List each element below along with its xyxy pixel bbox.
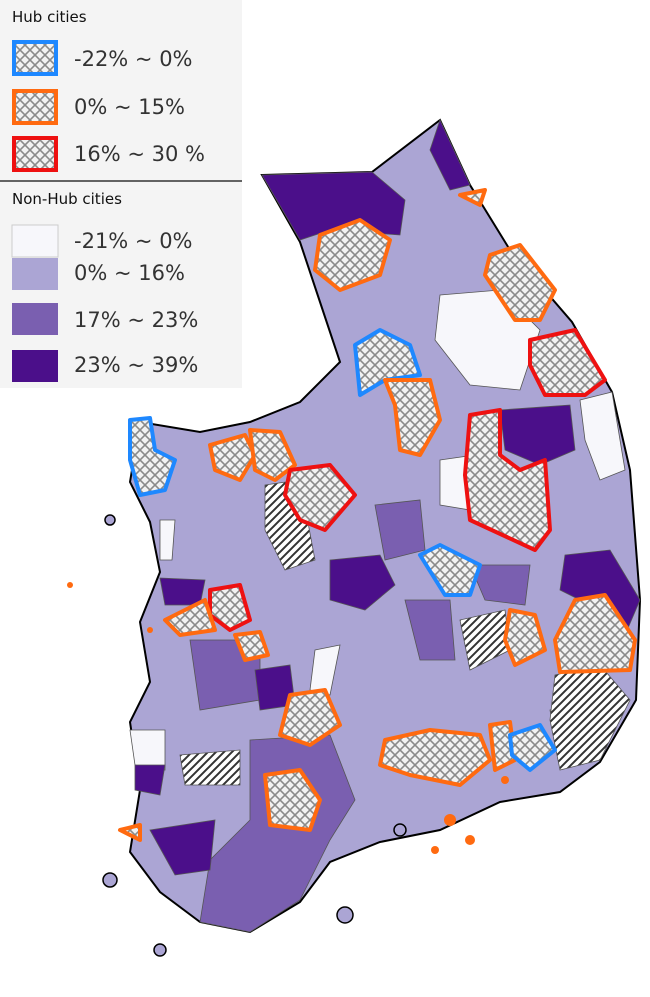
- island: [104, 514, 116, 526]
- hub-city: [278, 688, 342, 747]
- island: [501, 776, 509, 784]
- island: [444, 814, 456, 826]
- island: [393, 823, 407, 837]
- hub-city: [353, 328, 422, 397]
- island: [336, 906, 354, 924]
- legend-swatch: [12, 303, 58, 335]
- legend-label: -21% ~ 0%: [74, 229, 193, 253]
- hub-city: [418, 543, 482, 597]
- hub-city: [248, 428, 297, 482]
- region-mid: [199, 734, 356, 933]
- hub-cities: [118, 188, 637, 842]
- region-dark: [429, 118, 471, 191]
- hub-city: [528, 328, 607, 397]
- hatched-region: [179, 749, 241, 786]
- hub-city: [483, 243, 557, 322]
- hub-city: [378, 728, 492, 787]
- region-mid: [469, 564, 531, 606]
- region-white: [129, 729, 166, 771]
- hub-city: [458, 188, 487, 207]
- legend-label: 0% ~ 15%: [74, 95, 185, 119]
- legend-swatch: [12, 40, 58, 76]
- nonhub-regions: [129, 118, 641, 933]
- legend-label: 16% ~ 30 %: [74, 142, 205, 166]
- hub-city: [503, 608, 547, 667]
- hub-city: [463, 408, 552, 552]
- hub-city: [383, 378, 442, 457]
- hub-city: [283, 463, 357, 532]
- legend-label: 17% ~ 23%: [74, 308, 198, 332]
- legend-swatch: [12, 136, 58, 172]
- island: [153, 943, 167, 957]
- hub-city: [313, 218, 392, 292]
- hub-city: [163, 598, 217, 637]
- hub-city: [553, 593, 637, 674]
- hub-city: [118, 823, 142, 842]
- region-dark: [499, 404, 576, 466]
- island: [465, 835, 475, 845]
- legend-swatch: [12, 258, 58, 290]
- region-mid: [374, 499, 426, 561]
- legend-label: 23% ~ 39%: [74, 353, 198, 377]
- hub-city: [208, 433, 257, 482]
- region-dark: [149, 819, 216, 876]
- islands: [67, 582, 509, 854]
- island: [102, 872, 118, 888]
- region-mid: [404, 599, 456, 661]
- region-dark: [261, 171, 406, 241]
- region-dark: [159, 577, 206, 606]
- hub-city: [128, 416, 177, 497]
- legend-title: Non-Hub cities: [12, 190, 122, 208]
- legend: Hub cities -22% ~ 0% 0% ~ 15% 16% ~ 30 %…: [0, 0, 242, 388]
- legend-label: 0% ~ 16%: [74, 261, 185, 285]
- hub-city: [508, 723, 557, 772]
- legend-swatch: [12, 350, 58, 382]
- island: [67, 582, 73, 588]
- legend-label: -22% ~ 0%: [74, 47, 193, 71]
- region-dark: [329, 554, 396, 611]
- islands: [102, 514, 407, 957]
- hub-city: [263, 768, 322, 832]
- island: [431, 846, 439, 854]
- region-white: [159, 519, 176, 561]
- legend-title: Hub cities: [12, 8, 87, 26]
- region-white: [579, 391, 626, 481]
- hub-city: [233, 630, 270, 662]
- legend-swatch: [11, 224, 59, 258]
- legend-swatch: [12, 89, 58, 125]
- island: [147, 627, 153, 633]
- region-white: [309, 644, 341, 696]
- region-dark: [134, 764, 166, 796]
- hatched-regions: [179, 479, 631, 786]
